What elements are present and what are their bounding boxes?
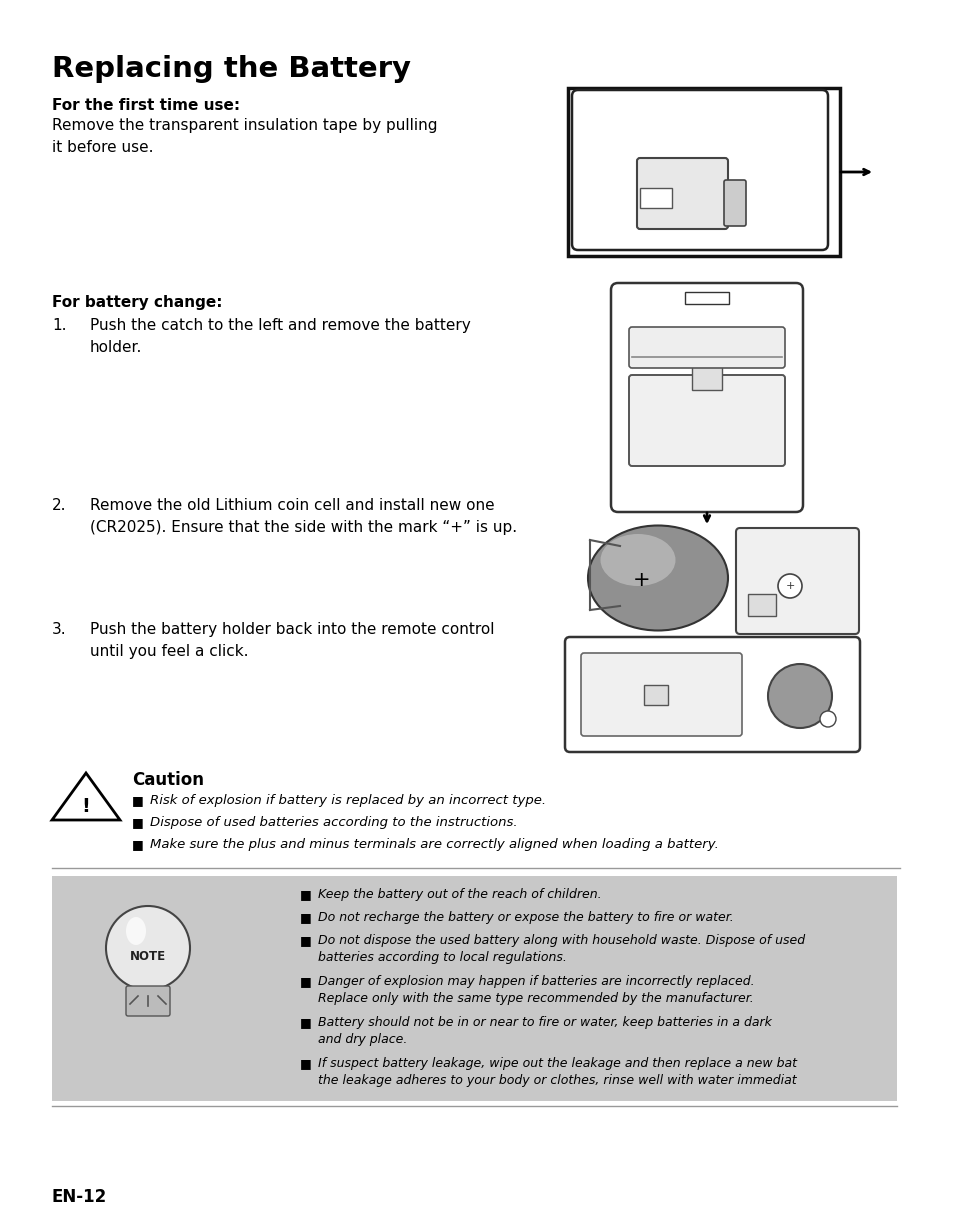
Bar xyxy=(567,88,840,256)
Text: Danger of explosion may happen if batteries are incorrectly replaced.
Replace on: Danger of explosion may happen if batter… xyxy=(317,974,754,1005)
Ellipse shape xyxy=(599,533,675,586)
FancyBboxPatch shape xyxy=(580,653,741,736)
Polygon shape xyxy=(52,773,120,820)
Text: Remove the old Lithium coin cell and install new one
(CR2025). Ensure that the s: Remove the old Lithium coin cell and ins… xyxy=(90,498,517,535)
Text: EN-12: EN-12 xyxy=(52,1188,107,1206)
Text: 1.: 1. xyxy=(52,318,67,333)
Circle shape xyxy=(778,574,801,598)
Text: +: + xyxy=(633,570,650,590)
FancyBboxPatch shape xyxy=(628,375,784,466)
Text: ■: ■ xyxy=(299,1057,312,1069)
FancyBboxPatch shape xyxy=(628,326,784,368)
Bar xyxy=(691,364,721,390)
FancyBboxPatch shape xyxy=(637,158,727,229)
FancyBboxPatch shape xyxy=(735,527,858,635)
Bar xyxy=(684,292,728,304)
Text: Risk of explosion if battery is replaced by an incorrect type.: Risk of explosion if battery is replaced… xyxy=(150,794,545,808)
Circle shape xyxy=(820,711,835,727)
Text: For the first time use:: For the first time use: xyxy=(52,97,240,113)
Bar xyxy=(643,685,667,705)
Text: ■: ■ xyxy=(299,974,312,988)
FancyBboxPatch shape xyxy=(572,90,827,250)
FancyBboxPatch shape xyxy=(723,180,745,227)
Text: For battery change:: For battery change: xyxy=(52,295,222,311)
Text: ■: ■ xyxy=(299,911,312,924)
Text: ■: ■ xyxy=(299,888,312,901)
FancyBboxPatch shape xyxy=(52,876,896,1101)
Text: Caution: Caution xyxy=(132,771,204,789)
Text: Push the battery holder back into the remote control
until you feel a click.: Push the battery holder back into the re… xyxy=(90,622,494,659)
Text: Do not dispose the used battery along with household waste. Dispose of used
batt: Do not dispose the used battery along wi… xyxy=(317,934,804,963)
Text: ■: ■ xyxy=(299,934,312,948)
FancyBboxPatch shape xyxy=(610,283,802,512)
Bar xyxy=(639,188,671,208)
Text: !: ! xyxy=(81,797,91,816)
Text: Replacing the Battery: Replacing the Battery xyxy=(52,55,411,83)
Circle shape xyxy=(106,906,190,990)
FancyBboxPatch shape xyxy=(126,987,170,1016)
Text: Push the catch to the left and remove the battery
holder.: Push the catch to the left and remove th… xyxy=(90,318,470,356)
Text: NOTE: NOTE xyxy=(130,950,166,962)
Circle shape xyxy=(767,664,831,728)
Text: Keep the battery out of the reach of children.: Keep the battery out of the reach of chi… xyxy=(317,888,601,901)
Text: Make sure the plus and minus terminals are correctly aligned when loading a batt: Make sure the plus and minus terminals a… xyxy=(150,838,719,851)
Text: If suspect battery leakage, wipe out the leakage and then replace a new bat
the : If suspect battery leakage, wipe out the… xyxy=(317,1057,796,1086)
Ellipse shape xyxy=(126,917,146,945)
Text: Remove the transparent insulation tape by pulling
it before use.: Remove the transparent insulation tape b… xyxy=(52,118,437,155)
Ellipse shape xyxy=(587,525,727,631)
Text: +: + xyxy=(784,581,794,591)
Text: 2.: 2. xyxy=(52,498,67,513)
Text: Do not recharge the battery or expose the battery to fire or water.: Do not recharge the battery or expose th… xyxy=(317,911,733,924)
Text: Battery should not be in or near to fire or water, keep batteries in a dark
and : Battery should not be in or near to fire… xyxy=(317,1016,771,1046)
Text: ■: ■ xyxy=(132,816,144,829)
FancyBboxPatch shape xyxy=(564,637,859,752)
Text: 3.: 3. xyxy=(52,622,67,637)
Text: Dispose of used batteries according to the instructions.: Dispose of used batteries according to t… xyxy=(150,816,517,829)
Text: ■: ■ xyxy=(132,838,144,851)
Bar xyxy=(747,594,775,616)
Text: ■: ■ xyxy=(132,794,144,808)
Text: ■: ■ xyxy=(299,1016,312,1029)
